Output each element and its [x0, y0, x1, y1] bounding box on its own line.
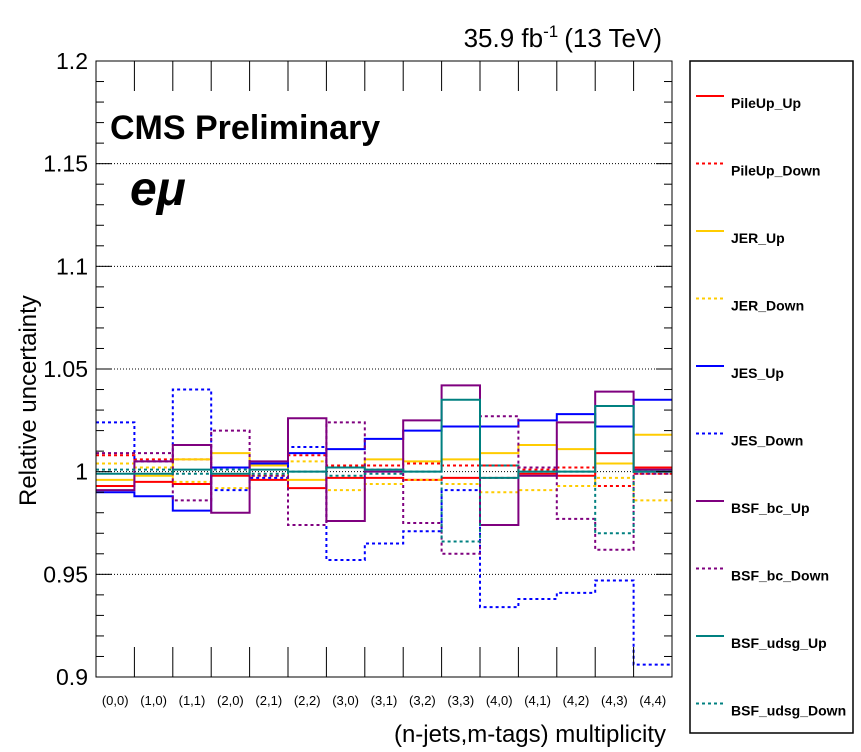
legend: PileUp_Up PileUp_Down JER_Up JER_Down JES_Up… — [696, 95, 846, 719]
series-bsf-bc-up — [96, 384, 672, 527]
y-axis-title: Relative uncertainty — [15, 295, 42, 506]
legend-label: BSF_udsg_Up — [731, 635, 827, 651]
experiment-label: CMS Preliminary — [110, 109, 380, 147]
x-category-label: (1,0) — [140, 693, 167, 708]
series-jer-down — [96, 460, 672, 502]
legend-entry: PileUp_Down — [696, 162, 820, 179]
legend-label: JER_Down — [731, 298, 804, 314]
axis-ticks — [95, 60, 673, 678]
x-category-label: (3,3) — [447, 693, 474, 708]
channel-label: eμ — [130, 163, 186, 216]
y-tick-label: 1.1 — [56, 253, 88, 279]
x-category-label: (3,1) — [371, 693, 398, 708]
legend-label: BSF_udsg_Down — [731, 703, 846, 719]
x-category-label: (4,4) — [639, 693, 666, 708]
legend-entry: JES_Up — [696, 365, 784, 381]
x-category-label: (2,2) — [294, 693, 321, 708]
legend-entry: BSF_udsg_Down — [696, 702, 846, 719]
legend-label: JER_Up — [731, 230, 785, 246]
x-category-label: (3,0) — [332, 693, 359, 708]
legend-label: PileUp_Up — [731, 95, 801, 111]
legend-entry: PileUp_Up — [696, 95, 801, 111]
y-tick-label: 1.2 — [56, 48, 88, 74]
series-lines — [96, 384, 672, 666]
lumi-exponent: -1 — [543, 22, 558, 41]
x-category-label: (4,3) — [601, 693, 628, 708]
legend-label: JES_Up — [731, 365, 784, 381]
y-tick-label: 0.95 — [43, 561, 88, 587]
legend-entry: JER_Down — [696, 297, 804, 314]
series-bsf-udsg-down — [96, 464, 672, 543]
energy-label: (13 TeV) — [564, 23, 662, 53]
x-category-label: (3,2) — [409, 693, 436, 708]
x-category-label: (2,1) — [255, 693, 282, 708]
x-category-label: (0,0) — [102, 693, 129, 708]
lumi-label: 35.9 fb-1 (13 TeV) — [464, 22, 662, 53]
legend-entry: JES_Down — [696, 432, 803, 449]
x-category-label: (4,0) — [486, 693, 513, 708]
legend-box — [689, 60, 854, 734]
series-jer-up — [96, 433, 672, 481]
series-jes-up — [96, 398, 672, 512]
legend-entry: BSF_bc_Up — [696, 500, 810, 516]
y-tick-label: 1 — [75, 459, 88, 485]
legend-entry: BSF_bc_Down — [696, 567, 829, 584]
legend-label: BSF_bc_Up — [731, 500, 810, 516]
x-category-labels: (0,0) (1,0) (1,1) (2,0) (2,1) (2,2) (3,0) (3,1)… — [102, 693, 666, 708]
x-axis-title: (n-jets,m-tags) multiplicity — [394, 721, 666, 748]
legend-label: BSF_bc_Down — [731, 568, 829, 584]
y-tick-labels: 0.9 0.95 1 1.05 1.1 1.15 1.2 — [43, 48, 88, 690]
y-tick-label: 0.9 — [56, 664, 88, 690]
y-tick-label: 1.05 — [43, 356, 88, 382]
x-category-label: (4,2) — [563, 693, 590, 708]
x-category-label: (1,1) — [179, 693, 206, 708]
y-tick-label: 1.15 — [43, 151, 88, 177]
lumi-value: 35.9 fb — [464, 23, 544, 53]
legend-entry: JER_Up — [696, 230, 785, 246]
legend-label: JES_Down — [731, 433, 803, 449]
legend-entry: BSF_udsg_Up — [696, 635, 827, 651]
series-pileup-up — [96, 452, 672, 490]
x-category-label: (2,0) — [217, 693, 244, 708]
legend-label: PileUp_Down — [731, 163, 820, 179]
x-category-label: (4,1) — [524, 693, 551, 708]
